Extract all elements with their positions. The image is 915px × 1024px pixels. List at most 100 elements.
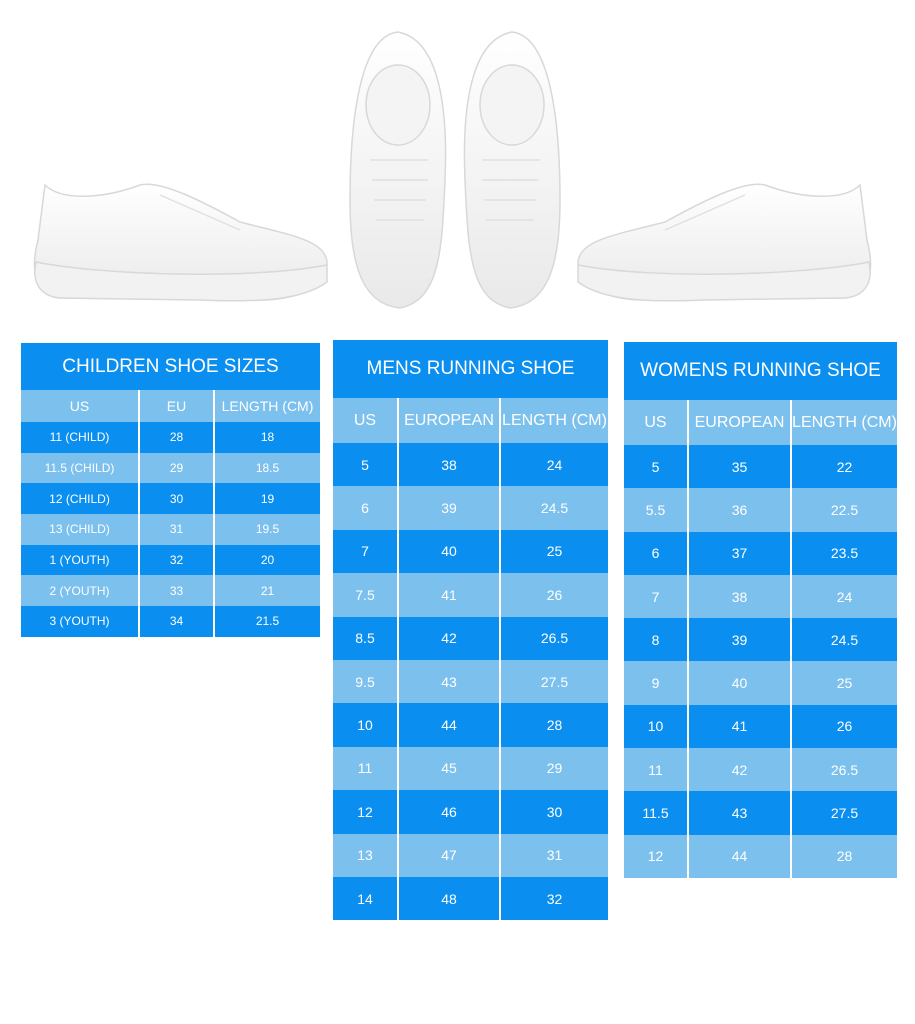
table-cell: 41 [399,573,501,617]
table-row: 5 35 22 [624,445,897,489]
table-cell: 39 [689,618,792,662]
table-cell: 43 [399,659,501,704]
header-row: US EUROPEAN LENGTH (CM) [333,398,608,443]
table-cell: 12 [333,790,399,834]
header-row: US EUROPEAN LENGTH (CM) [624,400,897,445]
table-cell: 26.5 [540,630,569,647]
table-cell: 40 [689,661,792,705]
table-cell: 33 [140,575,215,607]
table-row: 12 46 30 [333,790,608,834]
column-header: EUROPEAN [399,398,501,443]
table-cell: 28 [140,422,215,453]
table-cell: 32 [546,890,563,907]
table-cell: 12 [624,834,689,878]
table-row: 13 47 31 [333,833,608,877]
table-cell: 27.5 [830,805,859,822]
table-cell: 34 [140,606,215,637]
table-cell: 22.5 [830,501,859,518]
table-cell: 19 [260,491,275,506]
table-cell: 28 [836,848,853,865]
column-header: US [624,400,689,445]
table-row: 11 45 29 [333,746,608,791]
table-cell: 19.5 [255,522,280,537]
table-row: 3 (YOUTH) 34 21.5 [21,606,320,637]
table-row: 2 (YOUTH) 33 21 [21,575,320,607]
table-cell: 18 [260,430,275,445]
table-cell: 11 [624,748,689,792]
table-row: 11 42 26.5 [624,748,897,792]
shoe-top-right-image [463,31,561,309]
shoe-product-images [33,31,872,309]
table-row: 8.5 42 26.5 [333,616,608,660]
table-row: 9 40 25 [624,661,897,705]
column-header: US [21,390,140,422]
table-cell: 38 [689,574,792,619]
table-cell: 11.5 (CHILD) [21,452,140,484]
table-cell: 25 [546,543,563,560]
table-cell: 11 [333,746,399,791]
table-row: 11.5 43 27.5 [624,791,897,835]
table-row: 8 39 24.5 [624,618,897,662]
column-header: US [333,398,399,443]
table-cell: 44 [399,703,501,747]
table-row: 7 40 25 [333,529,608,574]
table-row: 7 38 24 [624,574,897,619]
table-cell: 26 [836,718,853,735]
table-cell: 32 [140,544,215,576]
table-cell: 6 [624,531,689,575]
table-cell: 22 [836,458,853,475]
table-cell: 27.5 [540,673,569,690]
shoe-side-left-image [33,183,328,302]
table-cell: 1 (YOUTH) [21,544,140,576]
table-row: 13 (CHILD) 31 19.5 [21,514,320,545]
table-row: 11.5 (CHILD) 29 18.5 [21,452,320,484]
table-row: 9.5 43 27.5 [333,659,608,704]
table-cell: 39 [399,486,501,530]
table-cell: 11 (CHILD) [21,422,140,453]
header-row: US EU LENGTH (CM) [21,390,320,422]
table-row: 5 38 24 [333,443,608,487]
table-cell: 24 [546,456,563,473]
table-cell: 5.5 [624,488,689,532]
table-cell: 10 [624,704,689,749]
column-header: EU [140,390,215,422]
table-row: 6 37 23.5 [624,531,897,575]
table-cell: 30 [546,803,563,820]
column-header: LENGTH (CM) [792,413,897,431]
table-cell: 23.5 [830,545,859,562]
table-cell: 14 [333,876,399,921]
table-cell: 42 [689,748,792,792]
table-cell: 8.5 [333,616,399,660]
table-cell: 12 (CHILD) [21,483,140,515]
table-cell: 35 [689,445,792,489]
table-row: 12 44 28 [624,834,897,878]
table-cell: 10 [333,703,399,747]
table-cell: 5 [333,443,399,487]
column-header: LENGTH (CM) [221,398,314,414]
table-row: 7.5 41 26 [333,573,608,617]
womens-table-title: WOMENS RUNNING SHOE [624,342,897,400]
table-cell: 36 [689,488,792,532]
table-cell: 43 [689,791,792,835]
table-cell: 7.5 [333,573,399,617]
table-cell: 13 (CHILD) [21,514,140,545]
table-cell: 29 [140,452,215,484]
table-row: 10 44 28 [333,703,608,747]
table-cell: 24.5 [830,631,859,648]
table-cell: 26.5 [830,761,859,778]
table-cell: 37 [689,531,792,575]
table-cell: 25 [836,675,853,692]
table-cell: 9 [624,661,689,705]
table-cell: 38 [399,443,501,487]
table-row: 12 (CHILD) 30 19 [21,483,320,515]
table-cell: 7 [333,529,399,574]
table-cell: 40 [399,529,501,574]
table-cell: 18.5 [255,461,280,476]
table-cell: 31 [140,514,215,545]
table-cell: 44 [689,834,792,878]
table-row: 6 39 24.5 [333,486,608,530]
mens-size-table: MENS RUNNING SHOE US EUROPEAN LENGTH (CM) 5 3… [333,340,608,921]
table-cell: 21.5 [255,614,280,629]
children-table-title: CHILDREN SHOE SIZES [21,343,320,390]
table-cell: 30 [140,483,215,515]
